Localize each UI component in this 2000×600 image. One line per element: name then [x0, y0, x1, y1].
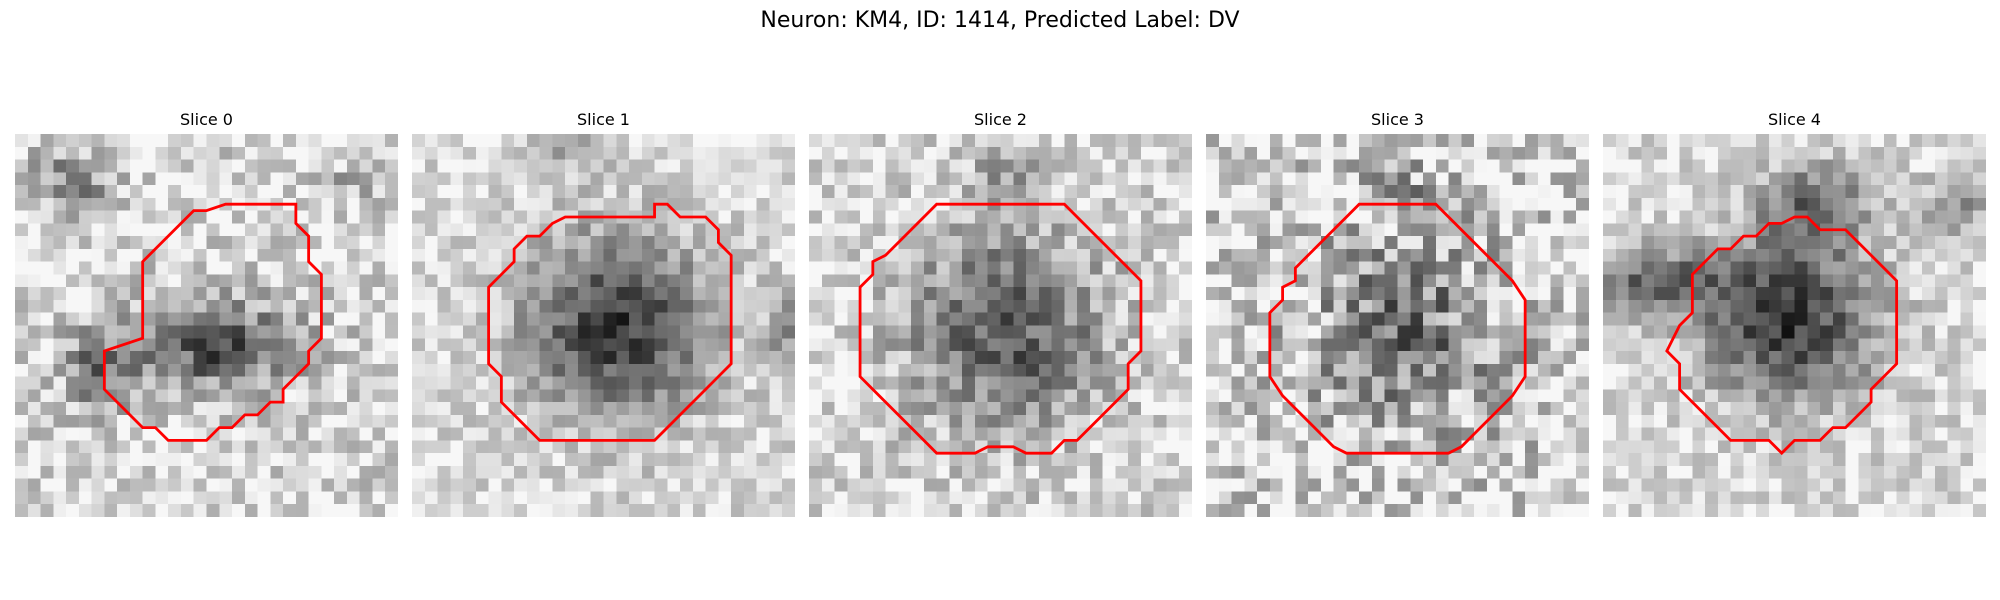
slice-panel-3: Slice 3 [1206, 108, 1589, 517]
microscopy-image [15, 134, 398, 517]
contour-outline [1665, 215, 1899, 456]
slice-title: Slice 2 [974, 110, 1027, 129]
slice-title: Slice 1 [577, 110, 630, 129]
roi-contour [102, 202, 323, 442]
roi-contour [1268, 202, 1527, 455]
slice-panel-4: Slice 4 [1603, 108, 1986, 517]
slice-title: Slice 3 [1371, 110, 1424, 129]
slice-image [412, 134, 795, 517]
slice-panel-2: Slice 2 [809, 108, 1192, 517]
roi-contour [858, 202, 1143, 455]
microscopy-image [809, 134, 1192, 517]
microscopy-image [1603, 134, 1986, 517]
slice-image [1206, 134, 1589, 517]
contour-outline [858, 202, 1143, 455]
slice-panel-1: Slice 1 [412, 108, 795, 517]
roi-contour [487, 202, 733, 442]
contour-outline [487, 202, 733, 442]
figure-title: Neuron: KM4, ID: 1414, Predicted Label: … [760, 8, 1240, 33]
contour-outline [102, 202, 323, 442]
slice-image [809, 134, 1192, 517]
contour-outline [1268, 202, 1527, 455]
slice-image [1603, 134, 1986, 517]
slice-title: Slice 0 [180, 110, 233, 129]
roi-contour [1665, 215, 1899, 456]
slice-image [15, 134, 398, 517]
slice-panel-0: Slice 0 [15, 108, 398, 517]
slice-title: Slice 4 [1768, 110, 1821, 129]
